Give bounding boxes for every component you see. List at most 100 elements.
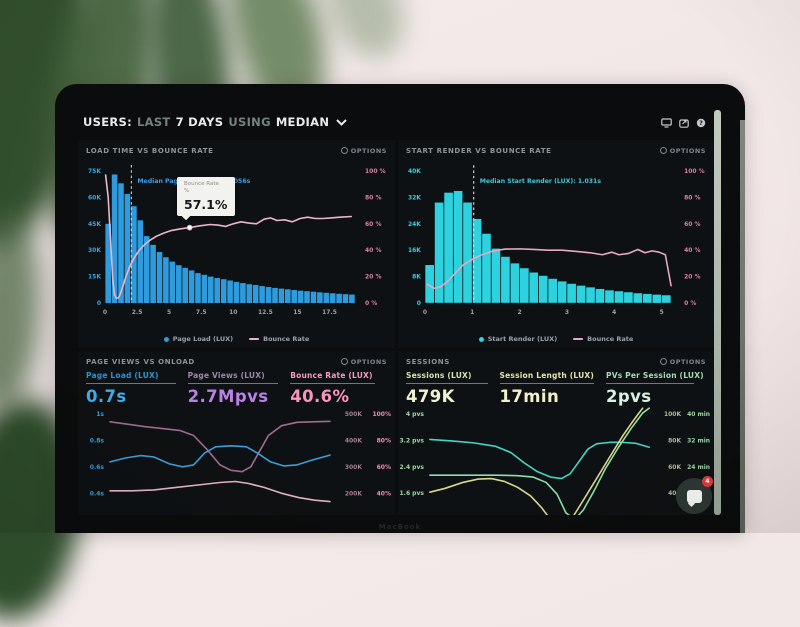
- svg-text:24 min: 24 min: [687, 464, 710, 471]
- gear-icon: [340, 147, 348, 154]
- svg-text:1s: 1s: [96, 411, 104, 418]
- svg-text:20 %: 20 %: [684, 273, 700, 280]
- svg-text:15: 15: [293, 309, 301, 316]
- svg-text:100 %: 100 %: [684, 168, 705, 175]
- svg-text:75K: 75K: [88, 168, 101, 175]
- svg-text:40 %: 40 %: [365, 247, 381, 254]
- dashboard-screen: USERS: LAST 7 DAYS USING MEDIAN ? LOAD T…: [75, 110, 714, 515]
- svg-text:60%: 60%: [377, 464, 391, 471]
- legend-dot-icon: [478, 336, 484, 342]
- panel-title: LOAD TIME VS BOUNCE RATE: [86, 146, 214, 155]
- svg-text:40K: 40K: [408, 168, 421, 175]
- page-views-chart[interactable]: 1s 0.8s 0.6s 0.4s 500K 100% 400K 80% 300K 60% 200K…: [78, 406, 395, 515]
- panel-page-views-vs-onload: PAGE VIEWS VS ONLOAD OPTIONS Page Load (…: [78, 351, 395, 515]
- median-label: MEDIAN: [275, 115, 330, 129]
- svg-text:32K: 32K: [408, 195, 421, 202]
- svg-text:500K: 500K: [345, 411, 363, 418]
- svg-text:60 %: 60 %: [684, 221, 700, 228]
- svg-text:32 min: 32 min: [687, 437, 710, 444]
- svg-text:300K: 300K: [345, 464, 363, 471]
- svg-text:16K: 16K: [408, 247, 421, 254]
- panel-load-time-vs-bounce-rate: LOAD TIME VS BOUNCE RATE OPTIONS 75K 60K 4…: [78, 140, 395, 348]
- svg-text:60 %: 60 %: [365, 221, 381, 228]
- using-label: USING: [228, 115, 271, 129]
- svg-text:60K: 60K: [668, 464, 681, 471]
- options-button[interactable]: OPTIONS: [659, 147, 706, 155]
- svg-text:4 pvs: 4 pvs: [406, 411, 424, 418]
- panel-sessions: SESSIONS OPTIONS Sessions (LUX) 479K Ses…: [398, 351, 714, 515]
- sessions-chart[interactable]: 4 pvs 3.2 pvs 2.4 pvs 1.6 pvs 100K 40 min 80K 3…: [398, 406, 714, 515]
- svg-text:0: 0: [103, 309, 107, 316]
- chevron-down-icon: [336, 118, 347, 126]
- svg-text:30K: 30K: [88, 247, 101, 254]
- svg-text:60K: 60K: [88, 194, 101, 201]
- panel-title: START RENDER VS BOUNCE RATE: [406, 146, 552, 155]
- svg-text:2.5: 2.5: [132, 309, 143, 316]
- chat-widget-button[interactable]: 4: [676, 476, 713, 514]
- svg-text:100%: 100%: [372, 411, 391, 418]
- chart-legend: Start Render (LUX) Bounce Rate: [398, 331, 714, 347]
- scrollbar[interactable]: [714, 110, 721, 515]
- svg-text:7.5: 7.5: [196, 309, 207, 316]
- options-button[interactable]: OPTIONS: [340, 358, 387, 366]
- svg-text:12.5: 12.5: [258, 309, 273, 316]
- metrics-row: Page Load (LUX) 0.7s Page Views (LUX) 2.…: [78, 368, 395, 406]
- panel-title: PAGE VIEWS VS ONLOAD: [86, 357, 195, 366]
- bounce-rate-tooltip: Bounce Rate % 57.1%: [177, 177, 236, 221]
- legend-dot-icon: [163, 336, 169, 342]
- users-label: USERS:: [83, 115, 133, 129]
- svg-text:40K: 40K: [668, 490, 681, 497]
- svg-text:80%: 80%: [377, 437, 391, 444]
- metrics-row: Sessions (LUX) 479K Session Length (LUX)…: [398, 368, 714, 406]
- svg-text:80K: 80K: [668, 437, 681, 444]
- plant-leaf: [0, 207, 47, 413]
- panel-start-render-vs-bounce-rate: START RENDER VS BOUNCE RATE OPTIONS 40K 3…: [398, 140, 714, 348]
- svg-text:1: 1: [470, 309, 474, 316]
- chart-legend: Page Load (LUX) Bounce Rate: [78, 331, 395, 347]
- svg-text:0: 0: [417, 300, 421, 307]
- last-label: LAST: [137, 115, 171, 129]
- help-icon[interactable]: ?: [696, 118, 706, 128]
- share-icon[interactable]: [679, 118, 689, 128]
- legend-line-icon: [249, 338, 260, 340]
- svg-text:200K: 200K: [345, 490, 363, 497]
- start-render-chart[interactable]: 40K 32K 24K 16K 8K 0 100 % 80 % 60 % 40 % 20 % 0 % 0…: [398, 157, 714, 331]
- metric-page-views: Page Views (LUX) 2.7Mpvs: [187, 371, 279, 406]
- metric-sessions: Sessions (LUX) 479K: [406, 371, 488, 406]
- chat-bubble-icon: [686, 489, 702, 503]
- svg-text:?: ?: [699, 120, 703, 127]
- svg-text:80 %: 80 %: [684, 195, 700, 202]
- svg-text:0: 0: [423, 309, 427, 316]
- svg-text:0: 0: [97, 300, 101, 307]
- svg-text:45K: 45K: [88, 221, 101, 228]
- legend-line-icon: [573, 338, 584, 340]
- svg-text:0.8s: 0.8s: [90, 437, 105, 444]
- metric-session-length: Session Length (LUX) 17min: [499, 371, 594, 406]
- load-time-chart[interactable]: 75K 60K 45K 30K 15K 0 100 % 80 % 60 % 40 % 20 % 0 %…: [78, 157, 395, 331]
- svg-text:8K: 8K: [412, 273, 421, 280]
- laptop-edge: [740, 120, 745, 533]
- svg-text:15K: 15K: [88, 274, 101, 281]
- svg-text:40 min: 40 min: [687, 411, 710, 418]
- svg-text:4: 4: [612, 309, 616, 316]
- options-button[interactable]: OPTIONS: [340, 147, 387, 155]
- svg-text:40%: 40%: [377, 490, 391, 497]
- svg-text:100K: 100K: [664, 411, 681, 418]
- svg-text:0 %: 0 %: [684, 300, 696, 307]
- gear-icon: [659, 147, 667, 154]
- svg-text:5: 5: [167, 309, 171, 316]
- panel-title: SESSIONS: [406, 357, 450, 366]
- svg-text:0.4s: 0.4s: [90, 490, 105, 497]
- users-range-dropdown[interactable]: USERS: LAST 7 DAYS USING MEDIAN: [83, 115, 347, 129]
- svg-text:2.4 pvs: 2.4 pvs: [400, 464, 425, 471]
- laptop: USERS: LAST 7 DAYS USING MEDIAN ? LOAD T…: [55, 84, 745, 533]
- metric-bounce-rate: Bounce Rate (LUX) 40.6%: [290, 371, 375, 406]
- svg-text:Median Start Render (LUX): 1.0: Median Start Render (LUX): 1.031s: [480, 178, 602, 185]
- gear-icon: [340, 358, 348, 365]
- days-label: 7 DAYS: [175, 115, 224, 129]
- plant-leaf: [313, 0, 417, 69]
- svg-text:24K: 24K: [408, 221, 421, 228]
- svg-text:5: 5: [659, 309, 663, 316]
- options-button[interactable]: OPTIONS: [659, 358, 706, 366]
- display-icon[interactable]: [661, 118, 672, 128]
